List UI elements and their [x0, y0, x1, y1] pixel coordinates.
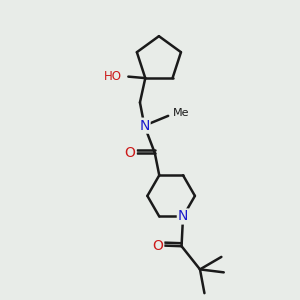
Text: HO: HO — [103, 70, 122, 83]
Text: N: N — [178, 209, 188, 224]
Text: O: O — [125, 146, 136, 160]
Text: Me: Me — [173, 108, 190, 118]
Text: N: N — [139, 119, 150, 133]
Text: O: O — [152, 238, 163, 253]
